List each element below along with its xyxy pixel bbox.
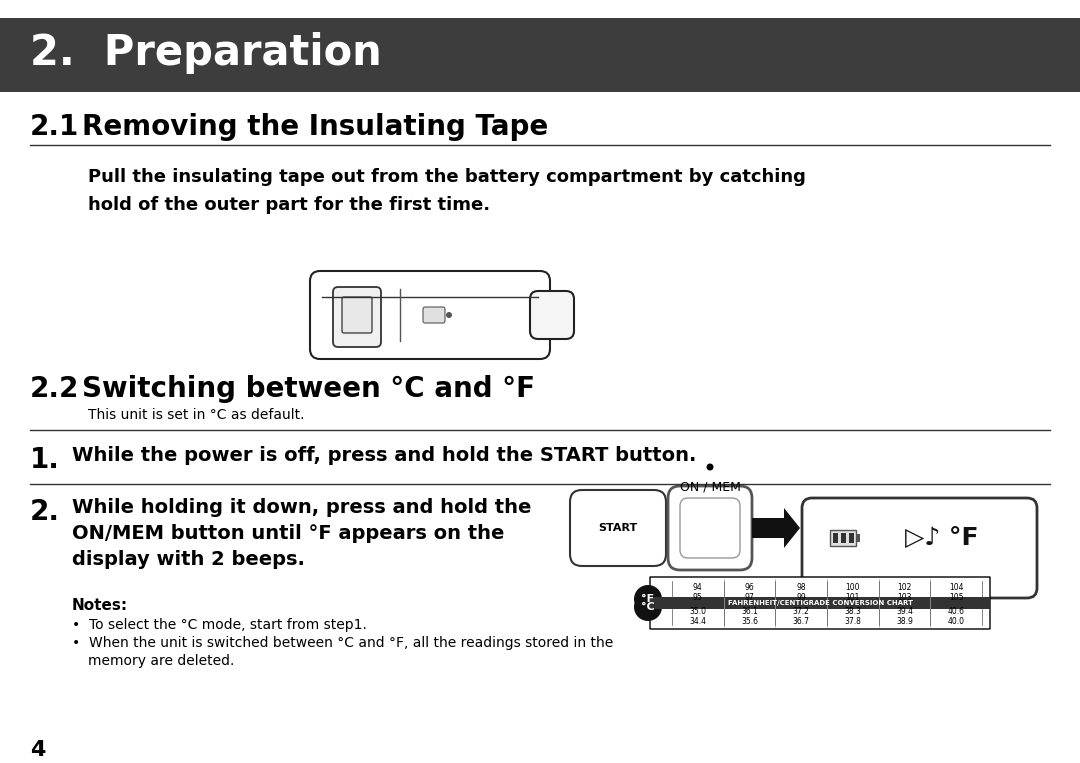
Text: 39.4: 39.4: [896, 607, 913, 616]
Text: ON / MEM: ON / MEM: [679, 480, 741, 493]
Text: Switching between °C and °F: Switching between °C and °F: [82, 375, 535, 403]
Text: ▷♪ °F: ▷♪ °F: [905, 526, 978, 550]
Text: 95: 95: [693, 593, 703, 602]
Text: 96: 96: [744, 583, 754, 592]
Text: 104: 104: [949, 583, 963, 592]
FancyBboxPatch shape: [342, 297, 372, 333]
Text: °F: °F: [642, 594, 654, 604]
Text: memory are deleted.: memory are deleted.: [87, 654, 234, 668]
FancyBboxPatch shape: [333, 287, 381, 347]
Text: 105: 105: [949, 593, 963, 602]
Text: 38.3: 38.3: [845, 607, 861, 616]
Text: 94: 94: [693, 583, 703, 592]
Text: 40.6: 40.6: [947, 607, 964, 616]
Text: This unit is set in °C as default.: This unit is set in °C as default.: [87, 408, 305, 422]
Text: START: START: [598, 523, 637, 533]
Text: 98: 98: [796, 583, 806, 592]
Circle shape: [446, 312, 453, 318]
Text: hold of the outer part for the first time.: hold of the outer part for the first tim…: [87, 196, 490, 214]
Text: Pull the insulating tape out from the battery compartment by catching: Pull the insulating tape out from the ba…: [87, 168, 806, 186]
Text: While the power is off, press and hold the START button.: While the power is off, press and hold t…: [72, 446, 697, 465]
Text: 99: 99: [796, 593, 806, 602]
Text: Notes:: Notes:: [72, 598, 129, 613]
Bar: [833, 533, 838, 543]
Text: °C: °C: [642, 602, 654, 612]
Bar: [650, 597, 990, 609]
FancyBboxPatch shape: [802, 498, 1037, 598]
Text: ON/MEM button until °F appears on the: ON/MEM button until °F appears on the: [72, 524, 504, 543]
Text: 36.1: 36.1: [741, 607, 758, 616]
FancyBboxPatch shape: [570, 490, 666, 566]
Text: 36.7: 36.7: [793, 617, 810, 626]
FancyBboxPatch shape: [650, 577, 990, 629]
FancyBboxPatch shape: [680, 498, 740, 558]
Text: 37.8: 37.8: [845, 617, 861, 626]
FancyBboxPatch shape: [530, 291, 573, 339]
Bar: [841, 533, 846, 543]
Circle shape: [634, 593, 662, 621]
Text: 35.0: 35.0: [689, 607, 706, 616]
Polygon shape: [752, 508, 800, 548]
Bar: [831, 530, 856, 546]
Text: 35.6: 35.6: [741, 617, 758, 626]
Text: 37.2: 37.2: [793, 607, 810, 616]
Text: •  When the unit is switched between °C and °F, all the readings stored in the: • When the unit is switched between °C a…: [72, 636, 613, 650]
Text: 103: 103: [897, 593, 912, 602]
Text: 100: 100: [846, 583, 860, 592]
Text: Removing the Insulating Tape: Removing the Insulating Tape: [82, 113, 549, 141]
Text: 1.: 1.: [30, 446, 59, 474]
Text: FAHRENHEIT/CENTIGRADE CONVERSION CHART: FAHRENHEIT/CENTIGRADE CONVERSION CHART: [728, 600, 913, 606]
Bar: [849, 533, 854, 543]
Text: 2.1: 2.1: [30, 113, 79, 141]
Text: 102: 102: [897, 583, 912, 592]
Text: 101: 101: [846, 593, 860, 602]
Text: 34.4: 34.4: [689, 617, 706, 626]
FancyBboxPatch shape: [669, 486, 752, 570]
Circle shape: [706, 463, 714, 471]
Text: 4: 4: [30, 740, 45, 760]
Text: 2.: 2.: [30, 498, 60, 526]
Text: display with 2 beeps.: display with 2 beeps.: [72, 550, 305, 569]
Text: 38.9: 38.9: [896, 617, 913, 626]
FancyBboxPatch shape: [423, 307, 445, 323]
Text: 97: 97: [744, 593, 754, 602]
Text: While holding it down, press and hold the: While holding it down, press and hold th…: [72, 498, 531, 517]
Bar: [0, 18, 1080, 92]
FancyBboxPatch shape: [310, 271, 550, 359]
Text: 2.2: 2.2: [30, 375, 79, 403]
Text: •  To select the °C mode, start from step1.: • To select the °C mode, start from step…: [72, 618, 367, 632]
Circle shape: [634, 585, 662, 613]
Bar: [856, 534, 860, 542]
Text: 2.  Preparation: 2. Preparation: [30, 32, 381, 74]
Text: 40.0: 40.0: [947, 617, 964, 626]
